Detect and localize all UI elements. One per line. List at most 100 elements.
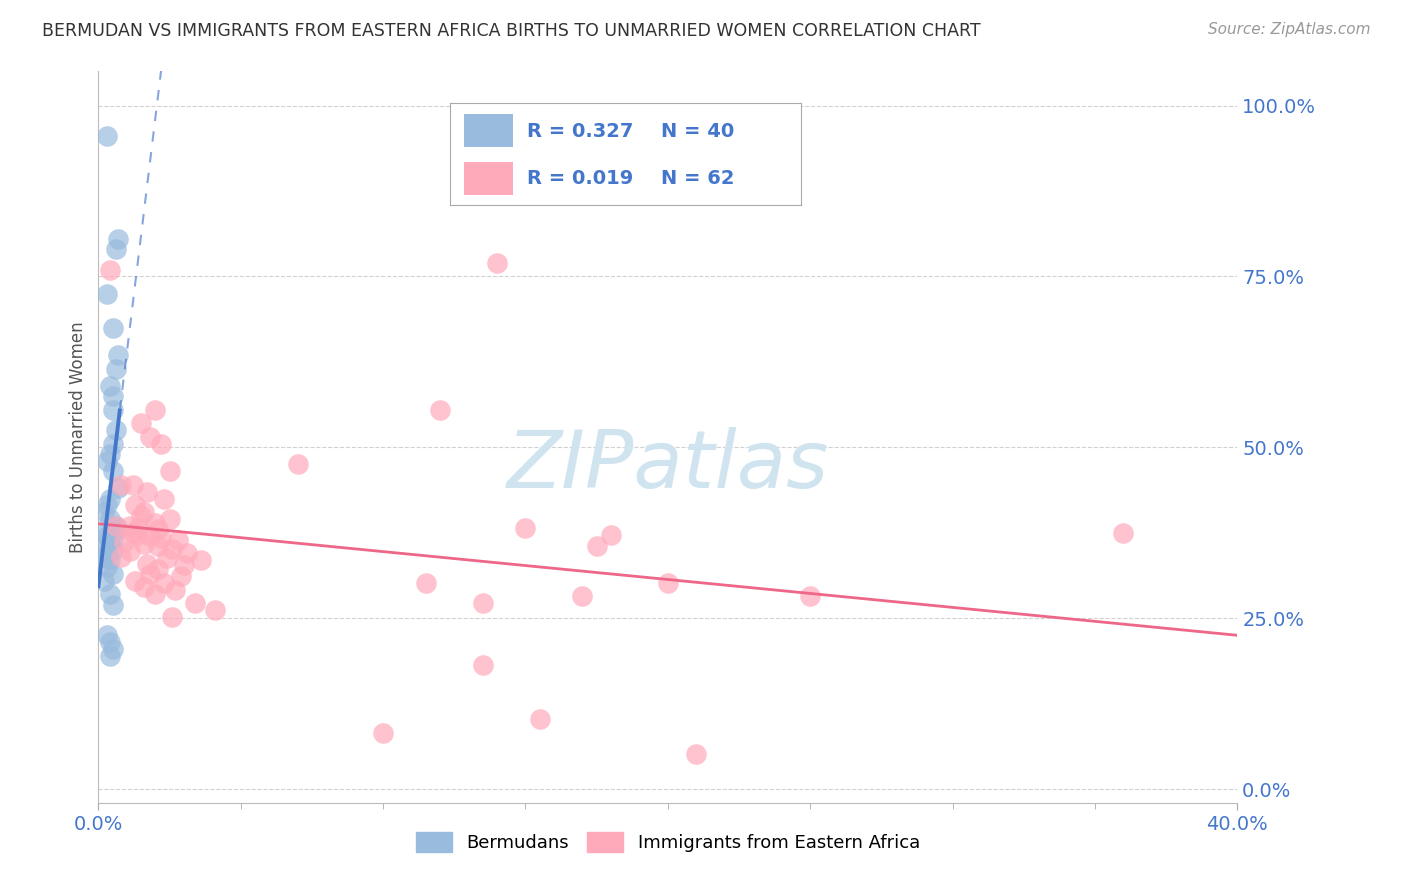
Point xyxy=(98,379,121,393)
Point xyxy=(104,242,127,256)
Point xyxy=(287,458,309,472)
Point xyxy=(110,549,132,564)
Point xyxy=(159,464,181,478)
Point xyxy=(101,642,124,657)
Point xyxy=(685,747,707,761)
Text: BERMUDAN VS IMMIGRANTS FROM EASTERN AFRICA BIRTHS TO UNMARRIED WOMEN CORRELATION: BERMUDAN VS IMMIGRANTS FROM EASTERN AFRI… xyxy=(42,22,981,40)
Point xyxy=(471,657,494,672)
Point xyxy=(104,519,127,533)
Point xyxy=(429,402,451,417)
Point xyxy=(124,499,146,513)
Point xyxy=(1112,525,1135,540)
Point xyxy=(129,417,152,431)
Point xyxy=(190,553,212,567)
Point xyxy=(96,529,118,543)
Point xyxy=(96,129,118,144)
Point xyxy=(98,635,121,649)
Point xyxy=(585,540,607,554)
Point xyxy=(162,610,184,624)
Point xyxy=(98,262,121,277)
Point xyxy=(101,464,124,478)
Point xyxy=(159,512,181,526)
Point xyxy=(156,551,179,566)
Point xyxy=(107,348,129,362)
Point xyxy=(471,596,494,610)
Point xyxy=(98,553,121,567)
Text: R = 0.019: R = 0.019 xyxy=(527,169,634,188)
Point xyxy=(101,402,124,417)
Point xyxy=(101,533,124,547)
Point xyxy=(101,598,124,612)
Point xyxy=(657,575,679,590)
Text: ZIPatlas: ZIPatlas xyxy=(506,427,830,506)
Point xyxy=(184,596,207,610)
Point xyxy=(129,508,152,523)
Point xyxy=(148,562,170,576)
Text: R = 0.327: R = 0.327 xyxy=(527,122,634,141)
Point xyxy=(118,519,141,533)
Point xyxy=(96,560,118,574)
Text: N = 62: N = 62 xyxy=(661,169,734,188)
Point xyxy=(170,569,193,583)
Text: Source: ZipAtlas.com: Source: ZipAtlas.com xyxy=(1208,22,1371,37)
Point xyxy=(373,726,395,740)
Point xyxy=(110,478,132,492)
Point xyxy=(104,519,127,533)
Point xyxy=(96,628,118,642)
Point xyxy=(98,648,121,663)
Point xyxy=(148,522,170,536)
Point xyxy=(167,533,190,547)
Point xyxy=(162,541,184,556)
Point xyxy=(799,590,821,604)
Point xyxy=(96,286,118,301)
Point xyxy=(145,516,167,530)
Point xyxy=(96,454,118,468)
Point xyxy=(121,478,143,492)
Point xyxy=(93,505,115,519)
Point xyxy=(98,536,121,550)
Point xyxy=(132,505,155,519)
Point xyxy=(145,587,167,601)
Point xyxy=(150,437,173,451)
Point xyxy=(107,522,129,536)
Point xyxy=(107,481,129,495)
Point xyxy=(121,525,143,540)
Point xyxy=(529,713,551,727)
Y-axis label: Births to Unmarried Women: Births to Unmarried Women xyxy=(69,321,87,553)
Point xyxy=(127,528,149,542)
Point xyxy=(104,423,127,437)
Point xyxy=(101,437,124,451)
Point xyxy=(118,544,141,558)
Point xyxy=(112,534,135,549)
Point xyxy=(98,447,121,461)
Point xyxy=(486,256,509,270)
Point xyxy=(93,525,115,540)
Point xyxy=(101,542,124,557)
Point xyxy=(98,587,121,601)
Point xyxy=(98,512,121,526)
Legend: Bermudans, Immigrants from Eastern Africa: Bermudans, Immigrants from Eastern Afric… xyxy=(409,825,927,860)
Point xyxy=(101,320,124,334)
Point xyxy=(93,549,115,564)
Point xyxy=(138,430,160,444)
Point xyxy=(104,361,127,376)
Point xyxy=(571,590,593,604)
Point xyxy=(138,529,160,543)
Point xyxy=(204,603,226,617)
Point xyxy=(132,581,155,595)
Point xyxy=(93,574,115,588)
Point xyxy=(101,389,124,403)
Point xyxy=(176,546,198,560)
Point xyxy=(132,537,155,551)
Point xyxy=(600,528,623,542)
Point xyxy=(148,540,170,554)
Point xyxy=(153,575,176,590)
FancyBboxPatch shape xyxy=(464,114,513,146)
Point xyxy=(135,557,157,571)
Point xyxy=(98,491,121,506)
Point xyxy=(124,574,146,588)
Point xyxy=(515,521,537,535)
Text: N = 40: N = 40 xyxy=(661,122,734,141)
Point xyxy=(96,499,118,513)
Point xyxy=(415,575,437,590)
